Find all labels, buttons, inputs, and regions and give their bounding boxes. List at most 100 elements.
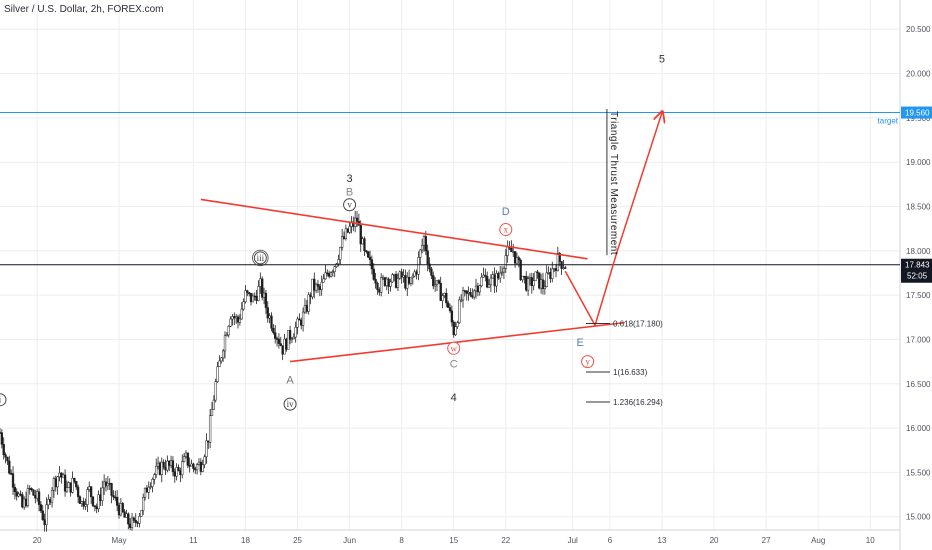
candle-body bbox=[281, 345, 284, 355]
candle-body bbox=[389, 281, 392, 287]
candle-body bbox=[67, 482, 70, 488]
y-tick-label: 17.500 bbox=[906, 291, 931, 300]
candle-body bbox=[60, 472, 63, 478]
candle-body bbox=[504, 255, 507, 269]
candle-body bbox=[220, 357, 223, 362]
wave-text: w bbox=[450, 343, 457, 353]
candle-body bbox=[164, 466, 167, 471]
candle-body bbox=[536, 271, 539, 274]
candle-body bbox=[65, 487, 69, 492]
candle-body bbox=[378, 289, 381, 293]
x-tick-label: Jun bbox=[343, 536, 356, 545]
candle-body bbox=[58, 472, 61, 477]
candle-body bbox=[556, 252, 560, 272]
trendline-upper bbox=[200, 198, 588, 260]
candle-body bbox=[460, 299, 463, 302]
candle-body bbox=[63, 474, 67, 492]
candle-body bbox=[526, 278, 530, 291]
candle-body bbox=[480, 276, 483, 287]
candle-body bbox=[396, 278, 400, 288]
candle-body bbox=[69, 482, 72, 493]
candle-body bbox=[73, 477, 76, 482]
candle-body bbox=[117, 505, 121, 516]
candle-body bbox=[216, 366, 219, 382]
wave-text: x bbox=[504, 225, 509, 235]
candle-body bbox=[530, 277, 533, 287]
candle-body bbox=[433, 284, 437, 287]
y-tick-label: 19.000 bbox=[906, 158, 931, 167]
wave-text: B bbox=[346, 186, 353, 198]
candle-body bbox=[491, 274, 494, 279]
wave-circle bbox=[343, 198, 357, 212]
y-tick-label: 15.000 bbox=[906, 513, 931, 522]
candle-body bbox=[127, 513, 130, 525]
candle-body bbox=[266, 307, 269, 319]
candle-body bbox=[212, 399, 215, 410]
y-tick-label: 18.000 bbox=[906, 247, 931, 256]
trendline-lower bbox=[289, 321, 625, 363]
candle-body bbox=[4, 454, 7, 458]
x-tick-label: 8 bbox=[399, 536, 404, 545]
x-tick-label: 20 bbox=[33, 536, 42, 545]
candle-body bbox=[28, 488, 31, 490]
candle-body bbox=[422, 236, 426, 246]
candle-body bbox=[17, 493, 20, 497]
candle-body bbox=[292, 336, 295, 340]
candle-body bbox=[227, 326, 230, 336]
candle-body bbox=[316, 284, 320, 287]
candle-body bbox=[199, 461, 202, 472]
candle-body bbox=[184, 452, 188, 457]
candle-body bbox=[283, 338, 286, 355]
candle-body bbox=[0, 432, 4, 445]
candle-body bbox=[385, 278, 388, 286]
candle-body bbox=[175, 467, 178, 477]
projection-path bbox=[564, 113, 662, 328]
candle-body bbox=[268, 315, 271, 319]
wave-circle bbox=[0, 393, 7, 407]
candle-body bbox=[56, 476, 59, 488]
candle-body bbox=[50, 489, 54, 503]
candle-body bbox=[327, 273, 331, 277]
candle-body bbox=[272, 327, 275, 333]
candle-body bbox=[532, 280, 535, 287]
x-tick-label: 25 bbox=[293, 536, 302, 545]
candle-body bbox=[376, 283, 379, 291]
candle-body bbox=[452, 321, 455, 336]
candle-body bbox=[367, 251, 370, 258]
candle-body bbox=[523, 275, 526, 278]
candle-body bbox=[387, 278, 390, 287]
candle-body bbox=[348, 226, 351, 233]
wave-label-C: C bbox=[450, 358, 458, 370]
candle-body bbox=[515, 257, 519, 264]
candle-body bbox=[543, 286, 546, 289]
candle-body bbox=[287, 330, 290, 350]
wave-circle bbox=[581, 355, 595, 369]
wave-label-D: D bbox=[502, 206, 510, 218]
candle-body bbox=[300, 319, 303, 326]
candle-body bbox=[129, 523, 132, 528]
candle-body bbox=[437, 280, 440, 284]
candle-body bbox=[448, 307, 452, 312]
wave-text: A bbox=[286, 374, 294, 386]
candle-body bbox=[13, 487, 17, 492]
candle-body bbox=[229, 318, 232, 327]
candle-body bbox=[130, 517, 134, 528]
x-tick-label: 6 bbox=[608, 536, 613, 545]
candle-body bbox=[89, 486, 93, 498]
candle-body bbox=[166, 460, 169, 471]
candle-body bbox=[194, 468, 197, 471]
candle-body bbox=[261, 278, 264, 298]
wave-label-iv: iv bbox=[283, 397, 297, 411]
candle-body bbox=[534, 271, 537, 282]
candle-body bbox=[179, 470, 182, 476]
candle-body bbox=[86, 489, 89, 505]
candle-body bbox=[10, 473, 13, 475]
candle-body bbox=[393, 274, 396, 276]
candle-body bbox=[417, 257, 420, 275]
wave-label-iii: iii bbox=[252, 249, 269, 267]
candle-body bbox=[54, 478, 57, 488]
candle-body bbox=[381, 277, 385, 279]
candle-body bbox=[233, 316, 236, 319]
candle-body bbox=[145, 487, 149, 493]
